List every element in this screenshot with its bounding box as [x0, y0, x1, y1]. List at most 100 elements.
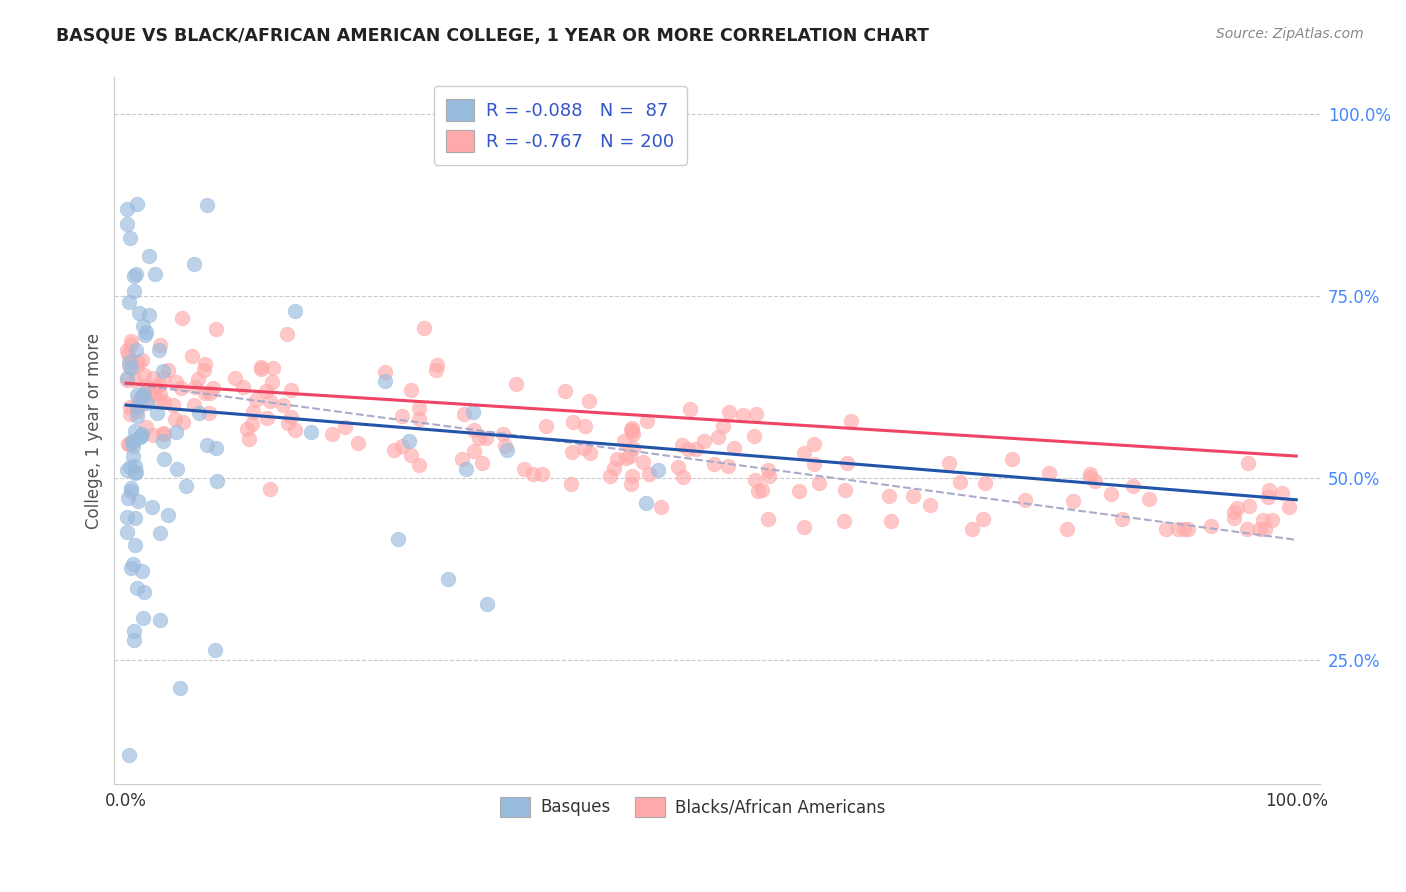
Point — [132, 611, 155, 625]
Point — [131, 426, 153, 441]
Point — [834, 483, 856, 497]
Point — [142, 371, 165, 385]
Point — [120, 561, 142, 575]
Point — [744, 473, 766, 487]
Point — [134, 393, 156, 408]
Point — [236, 422, 259, 436]
Point — [127, 494, 149, 508]
Point — [672, 470, 695, 484]
Point — [1137, 491, 1160, 506]
Point — [1237, 499, 1260, 513]
Point — [224, 370, 246, 384]
Point — [579, 446, 602, 460]
Point — [134, 368, 156, 382]
Point — [118, 230, 141, 244]
Point — [634, 495, 657, 509]
Point — [131, 352, 153, 367]
Point — [1226, 500, 1249, 515]
Point — [176, 479, 198, 493]
Point — [138, 383, 160, 397]
Point — [1154, 522, 1177, 536]
Point — [1038, 466, 1060, 480]
Point — [879, 489, 901, 503]
Point — [127, 395, 149, 409]
Point — [138, 309, 160, 323]
Point — [693, 434, 716, 449]
Point — [149, 338, 172, 352]
Point — [1173, 522, 1195, 536]
Point — [621, 468, 644, 483]
Point — [125, 388, 148, 402]
Point — [118, 407, 141, 421]
Point — [808, 476, 831, 491]
Point — [276, 327, 298, 342]
Point — [620, 476, 643, 491]
Point — [463, 444, 485, 458]
Point — [184, 380, 207, 394]
Point — [250, 360, 273, 375]
Point — [562, 415, 585, 429]
Point — [124, 538, 146, 552]
Point — [1099, 487, 1122, 501]
Point — [492, 426, 515, 441]
Point — [132, 318, 155, 333]
Point — [117, 491, 139, 506]
Point — [254, 384, 277, 398]
Point — [621, 442, 644, 456]
Point — [1062, 494, 1084, 508]
Point — [613, 434, 636, 448]
Point — [198, 407, 221, 421]
Point — [118, 359, 141, 374]
Point — [124, 466, 146, 480]
Point — [347, 436, 370, 450]
Point — [1001, 451, 1024, 466]
Point — [717, 405, 740, 419]
Point — [232, 380, 254, 394]
Point — [522, 467, 544, 482]
Point — [205, 442, 228, 456]
Point — [1078, 467, 1101, 481]
Point — [118, 354, 141, 368]
Point — [561, 445, 583, 459]
Point — [131, 389, 153, 403]
Point — [129, 430, 152, 444]
Point — [152, 426, 174, 441]
Point — [619, 449, 641, 463]
Point — [172, 415, 194, 429]
Text: Source: ZipAtlas.com: Source: ZipAtlas.com — [1216, 27, 1364, 41]
Point — [129, 428, 152, 442]
Point — [120, 338, 142, 352]
Point — [391, 439, 413, 453]
Point — [758, 469, 780, 483]
Point — [456, 461, 478, 475]
Point — [245, 392, 267, 407]
Point — [679, 401, 702, 416]
Point — [242, 405, 264, 419]
Point — [1254, 522, 1277, 536]
Point — [451, 451, 474, 466]
Point — [531, 467, 554, 481]
Point — [1111, 511, 1133, 525]
Point — [496, 443, 519, 458]
Point — [973, 475, 995, 490]
Point — [880, 514, 903, 528]
Point — [574, 419, 596, 434]
Point — [333, 420, 356, 434]
Point — [122, 373, 145, 387]
Legend: Basques, Blacks/African Americans: Basques, Blacks/African Americans — [492, 789, 894, 825]
Point — [131, 564, 153, 578]
Point — [620, 423, 643, 437]
Point — [149, 613, 172, 627]
Point — [117, 371, 139, 385]
Point — [152, 364, 174, 378]
Point — [513, 462, 536, 476]
Point — [787, 483, 810, 498]
Point — [756, 463, 779, 477]
Point — [494, 439, 516, 453]
Point — [470, 456, 492, 470]
Point — [382, 443, 405, 458]
Point — [676, 442, 699, 456]
Point — [145, 267, 167, 281]
Point — [118, 437, 141, 451]
Point — [134, 327, 156, 342]
